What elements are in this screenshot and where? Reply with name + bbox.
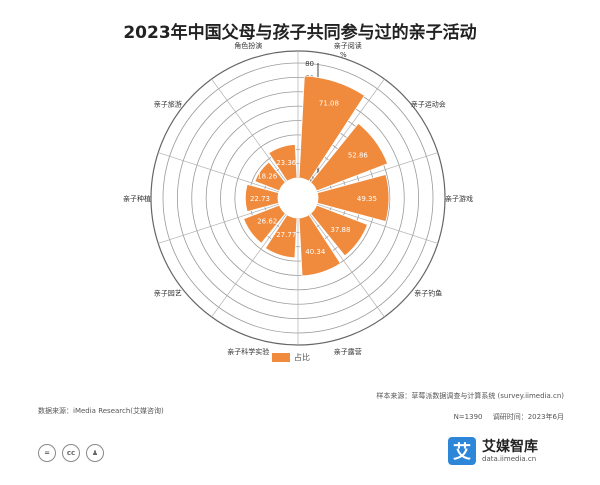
brand-mark-icon: 艾	[448, 437, 476, 465]
value-label: 26.62	[257, 217, 277, 225]
cc-by-icon: =	[38, 444, 56, 462]
data-source: 数据来源：iMedia Research(艾媒咨询)	[38, 407, 164, 415]
value-label: 49.35	[357, 195, 377, 203]
license-icons: = cc ♟	[38, 444, 104, 462]
category-label: 亲子钓鱼	[414, 289, 442, 298]
bar-7	[243, 204, 286, 244]
category-label: 亲子阅读	[334, 41, 362, 50]
category-label: 亲子旅游	[154, 99, 182, 108]
grid-spoke	[309, 78, 385, 183]
value-label: 40.34	[305, 248, 326, 256]
radial-tick-label: 80	[305, 60, 314, 68]
bar-1	[298, 75, 366, 182]
sample-source: 样本来源：草莓派数据调查与计算系统 (survey.iimedia.cn)	[376, 392, 564, 400]
grid-spoke	[316, 152, 438, 193]
grid-spoke	[158, 152, 280, 193]
legend: 占比	[272, 352, 310, 363]
legend-swatch	[272, 353, 290, 362]
category-label: 亲子运动会	[411, 99, 446, 108]
category-label: 亲子科学实验	[227, 347, 269, 356]
bar-6	[264, 214, 298, 259]
grid-spoke	[316, 203, 438, 244]
bar-2	[310, 122, 389, 192]
bar-8	[244, 183, 280, 213]
legend-label: 占比	[294, 353, 310, 362]
grid-spoke	[158, 203, 280, 244]
bar-10	[268, 144, 298, 182]
chart-title: 2023年中国父母与孩子共同参与过的亲子活动	[123, 23, 477, 43]
value-label: 18.26	[257, 173, 278, 181]
grid-spoke	[211, 78, 287, 183]
sample-size: N=1390	[453, 413, 483, 421]
bar-9	[254, 161, 286, 192]
category-label: 亲子游戏	[445, 194, 473, 203]
radial-tick-label: 0	[310, 175, 314, 183]
person-icon: ♟	[86, 444, 104, 462]
bar-3	[316, 173, 390, 223]
value-label: 22.73	[250, 195, 270, 203]
value-label: 52.86	[348, 152, 369, 160]
brand-url: data.iimedia.cn	[482, 454, 537, 463]
category-label: 角色扮演	[234, 41, 262, 50]
value-label: 23.36	[276, 159, 297, 167]
bar-4	[310, 204, 369, 257]
survey-info: 样本来源：草莓派数据调查与计算系统 (survey.iimedia.cn) N=…	[376, 386, 564, 428]
brand-logo: 艾 艾媒智库 data.iimedia.cn	[448, 437, 538, 465]
brand-name: 艾媒智库	[482, 438, 538, 455]
grid-spoke	[211, 213, 287, 318]
value-label: 71.08	[319, 100, 339, 108]
cc-icon: cc	[62, 444, 80, 462]
bar-5	[298, 214, 342, 277]
radial-unit-label: %	[340, 51, 347, 59]
grid-spoke	[309, 213, 385, 318]
category-label: 亲子种植	[123, 194, 151, 203]
category-label: 亲子园艺	[154, 289, 182, 298]
category-label: 亲子露营	[334, 347, 362, 356]
value-label: 37.88	[330, 226, 350, 234]
value-label: 27.77	[276, 231, 296, 239]
survey-time: 调研时间：2023年6月	[492, 413, 564, 421]
